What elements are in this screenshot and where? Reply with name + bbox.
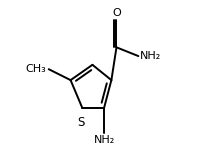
Text: O: O (112, 8, 121, 18)
Text: S: S (77, 116, 85, 129)
Text: CH₃: CH₃ (26, 64, 47, 74)
Text: NH₂: NH₂ (93, 135, 115, 145)
Text: NH₂: NH₂ (140, 51, 161, 61)
